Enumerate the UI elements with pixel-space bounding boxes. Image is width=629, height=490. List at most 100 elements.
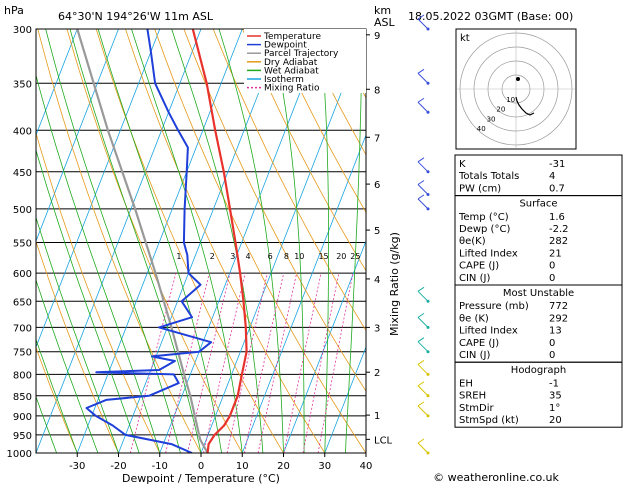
table-row-value: 0 — [549, 350, 555, 361]
location-title: 64°30'N 194°26'W 11m ASL — [58, 10, 214, 23]
table-row-label: Temp (°C) — [458, 212, 509, 223]
hodograph-ring-label: 40 — [477, 125, 486, 133]
table-section-title: Hodograph — [511, 365, 566, 376]
wet-adiabat-line — [0, 29, 77, 453]
wind-barb-staff — [418, 291, 428, 301]
table-row-value: 0 — [549, 273, 555, 284]
pressure-tick-label: 500 — [13, 205, 32, 216]
hodograph-ring-label: 10 — [506, 96, 515, 104]
km-tick-label: 5 — [374, 226, 380, 237]
temp-tick-label: 30 — [318, 461, 331, 472]
temp-tick-label: 40 — [360, 461, 373, 472]
km-tick-label: 2 — [374, 368, 380, 379]
temp-tick-label: 20 — [277, 461, 290, 472]
pressure-tick-label: 750 — [13, 348, 32, 359]
wind-barb-base — [427, 350, 430, 353]
wind-barb-staff — [418, 364, 428, 374]
wind-barb-staff — [418, 102, 428, 112]
table-row-value: 4 — [549, 171, 555, 182]
table-row-value: 13 — [549, 326, 562, 337]
wind-barb-base — [427, 207, 430, 210]
table-row-value: -1 — [549, 378, 559, 389]
wind-barb-flag — [418, 195, 424, 199]
parcel-trajectory-line — [77, 29, 207, 453]
km-tick-label: 7 — [374, 133, 380, 144]
table-row-value: -2.2 — [549, 224, 569, 235]
table-row-label: CIN (J) — [459, 350, 490, 361]
storm-motion-marker — [516, 77, 520, 81]
table-row-value: -31 — [549, 159, 565, 170]
mixing-ratio-line — [244, 273, 283, 453]
dry-adiabat-line — [0, 29, 77, 453]
table-row-value: 21 — [549, 248, 562, 259]
pressure-tick-label: 700 — [13, 323, 32, 334]
table-row-value: 35 — [549, 391, 562, 402]
dry-adiabat-line — [67, 29, 242, 453]
wind-barb-flag — [418, 382, 424, 386]
wind-barb-staff — [418, 443, 428, 453]
profiles — [77, 29, 246, 453]
wind-barb-base — [427, 193, 430, 196]
wind-barb-flag — [418, 360, 424, 364]
table-row-label: θe (K) — [459, 313, 489, 324]
km-tick-label: 1 — [374, 411, 380, 422]
pressure-tick-label: 650 — [13, 297, 32, 308]
wind-barb-staff — [418, 317, 428, 327]
table-row-value: 282 — [549, 236, 568, 247]
table-row-label: θe(K) — [459, 236, 486, 247]
asl-label: ASL — [374, 16, 396, 29]
mixing-ratio-tick-label: 8 — [284, 252, 289, 261]
km-tick-label: 6 — [374, 180, 380, 191]
wind-barb-staff — [418, 162, 428, 172]
wind-barb-flag — [418, 287, 424, 291]
wind-barb-base — [427, 414, 430, 417]
wet-adiabat-line — [70, 29, 201, 453]
pressure-tick-label: 850 — [13, 392, 32, 403]
wind-barb-flag — [418, 69, 424, 73]
table-row-value: 1° — [549, 403, 560, 414]
table-row-value: 0 — [549, 261, 555, 272]
mixing-ratio-tick-label: 15 — [318, 252, 328, 261]
isotherm-line — [36, 29, 201, 453]
pressure-tick-label: 350 — [13, 79, 32, 90]
temp-tick-label: -20 — [110, 461, 126, 472]
hodograph-ring-label: 30 — [487, 115, 496, 123]
table-section-title: Surface — [519, 199, 557, 210]
copyright: © weatheronline.co.uk — [433, 471, 559, 484]
wind-barb-flag — [418, 98, 424, 102]
table-section-title: Most Unstable — [503, 288, 574, 299]
pressure-tick-label: 400 — [13, 126, 32, 137]
wind-barb-base — [427, 82, 430, 85]
wind-barb-flag — [418, 158, 424, 162]
table-row-label: StmSpd (kt) — [459, 415, 519, 426]
hpa-label: hPa — [4, 4, 24, 17]
pressure-tick-label: 450 — [13, 168, 32, 179]
table-row-label: StmDir — [459, 403, 494, 414]
mixing-ratio-tick-label: 10 — [294, 252, 304, 261]
table-row-label: CAPE (J) — [459, 261, 499, 272]
wind-barb-base — [427, 300, 430, 303]
wind-barb-base — [427, 170, 430, 173]
mixing-ratio-tick-label: 1 — [176, 252, 181, 261]
table-row-value: 292 — [549, 313, 568, 324]
wind-barb-flag — [418, 313, 424, 317]
pressure-tick-label: 300 — [13, 25, 32, 36]
table-row-label: CAPE (J) — [459, 338, 499, 349]
table-row-label: SREH — [459, 391, 486, 402]
wind-barb-staff — [418, 386, 428, 396]
km-tick-label: 9 — [374, 31, 380, 42]
table-row-label: CIN (J) — [459, 273, 490, 284]
legend-label: Mixing Ratio — [264, 84, 320, 94]
table-row-value: 0 — [549, 338, 555, 349]
mixing-ratio-axis-title: Mixing Ratio (g/kg) — [388, 232, 401, 336]
table-row-value: 772 — [549, 301, 568, 312]
table-row-value: 0.7 — [549, 183, 565, 194]
km-tick-label: 4 — [374, 275, 380, 286]
wind-barb-staff — [418, 73, 428, 83]
pressure-tick-label: 600 — [13, 269, 32, 280]
pressure-tick-label: 1000 — [7, 449, 32, 460]
